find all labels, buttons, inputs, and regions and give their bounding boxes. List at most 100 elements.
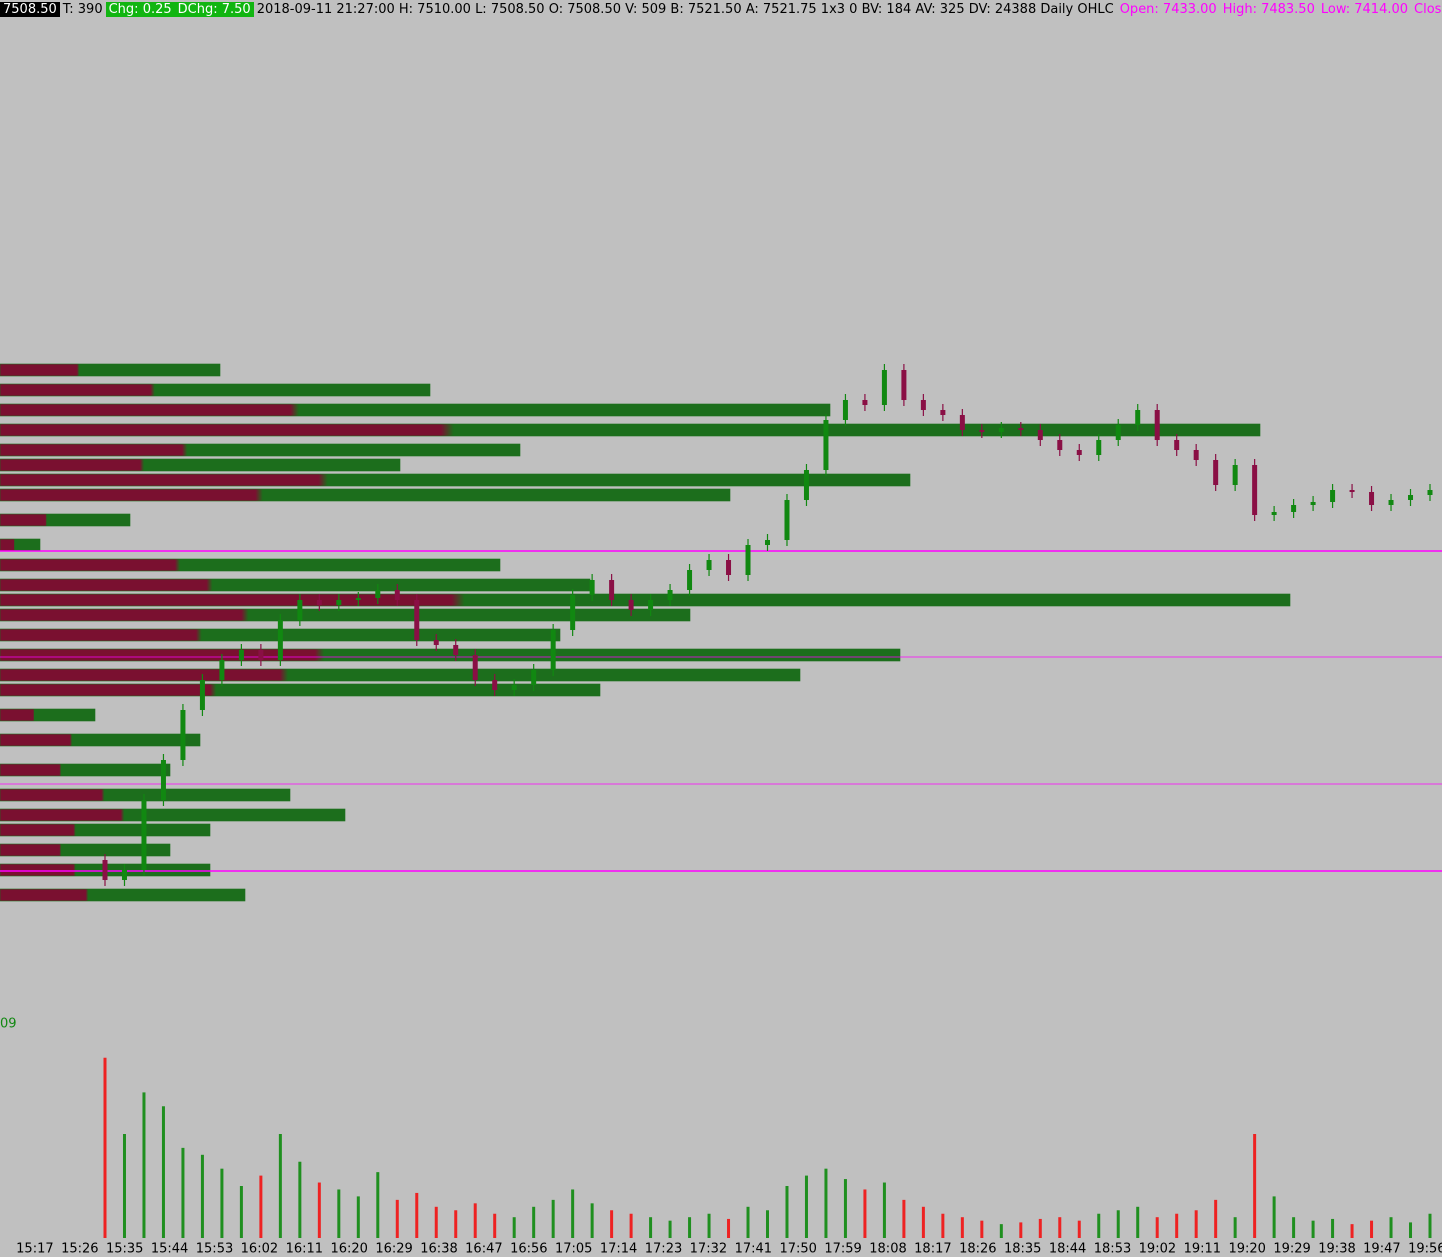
volume-bar [688,1217,692,1238]
volume-bar [103,1057,107,1238]
x-tick-label: 19:02 [1139,1242,1176,1257]
volume-bar [1175,1213,1179,1238]
profile-bar [0,593,1291,607]
candle-body [570,595,576,630]
x-tick-label: 19:29 [1273,1242,1310,1257]
profile-bar [0,558,501,572]
x-tick-label: 16:47 [465,1242,502,1257]
candle-body [609,580,615,600]
volume-bar [610,1210,614,1238]
volume-label: 09 [0,1017,17,1032]
volume-bar [746,1206,750,1238]
profile-bar [0,538,41,552]
candle-body [1252,465,1258,515]
x-tick-label: 19:20 [1228,1242,1265,1257]
profile-bar [0,648,901,662]
x-tick-label: 19:56 [1408,1242,1442,1257]
volume-bar [941,1213,945,1238]
candle-body [901,370,907,400]
profile-bar [0,403,831,417]
volume-bar [220,1168,224,1238]
candle-body [141,800,147,870]
volume-bar [1233,1217,1237,1238]
candle-body [1037,430,1043,440]
candle-body [1018,428,1024,430]
profile-bar [0,708,96,722]
x-tick-label: 16:56 [510,1242,547,1257]
x-tick-label: 16:11 [286,1242,323,1257]
x-tick-label: 15:44 [151,1242,188,1257]
candle-body [1310,502,1316,505]
volume-bar [376,1172,380,1238]
candle-body [959,415,965,430]
candle-body [180,710,186,760]
volume-bar [337,1189,341,1238]
profile-bar [0,423,1261,437]
candle-body [765,540,770,545]
candle-body [1291,505,1297,512]
x-tick-label: 18:26 [959,1242,996,1257]
profile-bar [0,383,431,397]
volume-bar [1155,1217,1159,1238]
candle-body [1271,512,1277,515]
candle-body [511,685,517,690]
volume-bar [649,1217,653,1238]
volume-bar [727,1218,731,1238]
header-item: T: 390 [62,2,103,17]
candle-body [1135,410,1141,425]
volume-bar [1311,1220,1315,1238]
candle-body [1408,495,1414,500]
profile-bar [0,473,911,487]
candle-body [472,655,478,680]
volume-bar [200,1154,204,1238]
x-tick-label: 17:41 [735,1242,772,1257]
volume-bar [551,1199,555,1238]
profile-bar [0,443,521,457]
candle-body [726,560,732,575]
candle-body [160,760,166,800]
volume-bar [1389,1217,1393,1238]
profile-bar [0,683,601,697]
volume-bar [473,1203,477,1238]
volume-bar [1194,1210,1198,1238]
profile-bar [0,578,591,592]
candle-body [589,580,595,595]
candle-body [277,620,283,660]
volume-bar [921,1206,925,1238]
profile-bar [0,458,401,472]
volume-bar [590,1203,594,1238]
candle-body [550,630,556,670]
volume-bar [980,1220,984,1238]
x-tick-label: 19:47 [1363,1242,1400,1257]
candle-body [628,600,634,610]
volume-bar [1272,1196,1276,1238]
volume-bar [122,1134,126,1238]
candle-body [920,400,926,410]
volume-bar [142,1092,146,1238]
candle-body [355,598,361,600]
candle-body [121,870,127,880]
volume-bar [1136,1206,1140,1238]
volume-bar [1292,1217,1296,1238]
x-tick-label: 19:38 [1318,1242,1355,1257]
volume-bar [766,1210,769,1238]
volume-bar [161,1106,165,1238]
candle-body [648,600,654,610]
volume-bar [863,1189,867,1238]
candle-body [667,590,673,600]
volume-bar [1428,1213,1432,1238]
candle-body [745,545,751,575]
volume-bar [1058,1217,1062,1238]
candle-body [453,645,459,655]
x-tick-label: 17:05 [555,1242,592,1257]
profile-bar [0,823,211,837]
header-item: DChg: 7.50 [174,2,254,17]
volume-bar [804,1175,808,1238]
volume-bar [785,1186,789,1238]
x-tick-label: 15:35 [106,1242,143,1257]
x-tick-label: 15:17 [16,1242,53,1257]
profile-bar [0,888,246,902]
candle-body [706,560,712,570]
volume-bar [1077,1220,1081,1238]
